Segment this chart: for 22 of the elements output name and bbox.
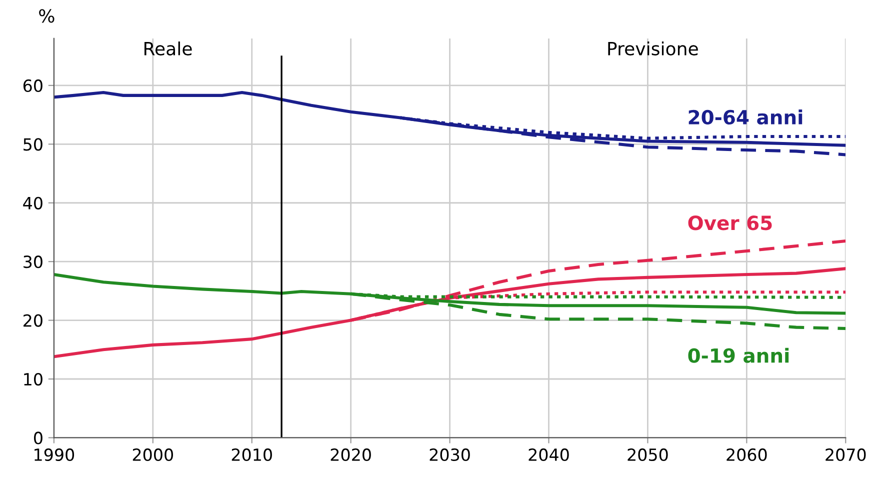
y-tick-label: 50 xyxy=(24,138,42,151)
x-tick-label: 2000 xyxy=(132,448,174,462)
y-tick-label: 0 xyxy=(34,432,42,444)
series-label: 20-64 anni xyxy=(688,110,802,125)
y-axis-title: % xyxy=(39,9,54,23)
y-tick-label: 30 xyxy=(24,256,42,268)
x-tick-label: 2020 xyxy=(330,448,371,462)
x-tick-label: 2010 xyxy=(232,448,272,462)
x-tick-label: 2040 xyxy=(528,448,569,462)
annotation: Reale xyxy=(144,41,192,56)
y-tick-label: 60 xyxy=(23,79,42,92)
y-tick-label: 20 xyxy=(24,314,42,327)
y-tick-label: 10 xyxy=(24,372,42,386)
x-tick-label: 1990 xyxy=(34,448,74,462)
text: Over 65 xyxy=(688,216,772,230)
series-label: 0-19 anni xyxy=(688,348,789,363)
x-tick-label: 2050 xyxy=(628,448,668,462)
x-tick-label: 2070 xyxy=(826,448,866,462)
annotation: Previsione xyxy=(608,41,698,56)
x-tick-label: 2030 xyxy=(430,448,470,462)
y-tick-label: 40 xyxy=(23,196,42,210)
x-tick-label: 2060 xyxy=(726,448,767,462)
